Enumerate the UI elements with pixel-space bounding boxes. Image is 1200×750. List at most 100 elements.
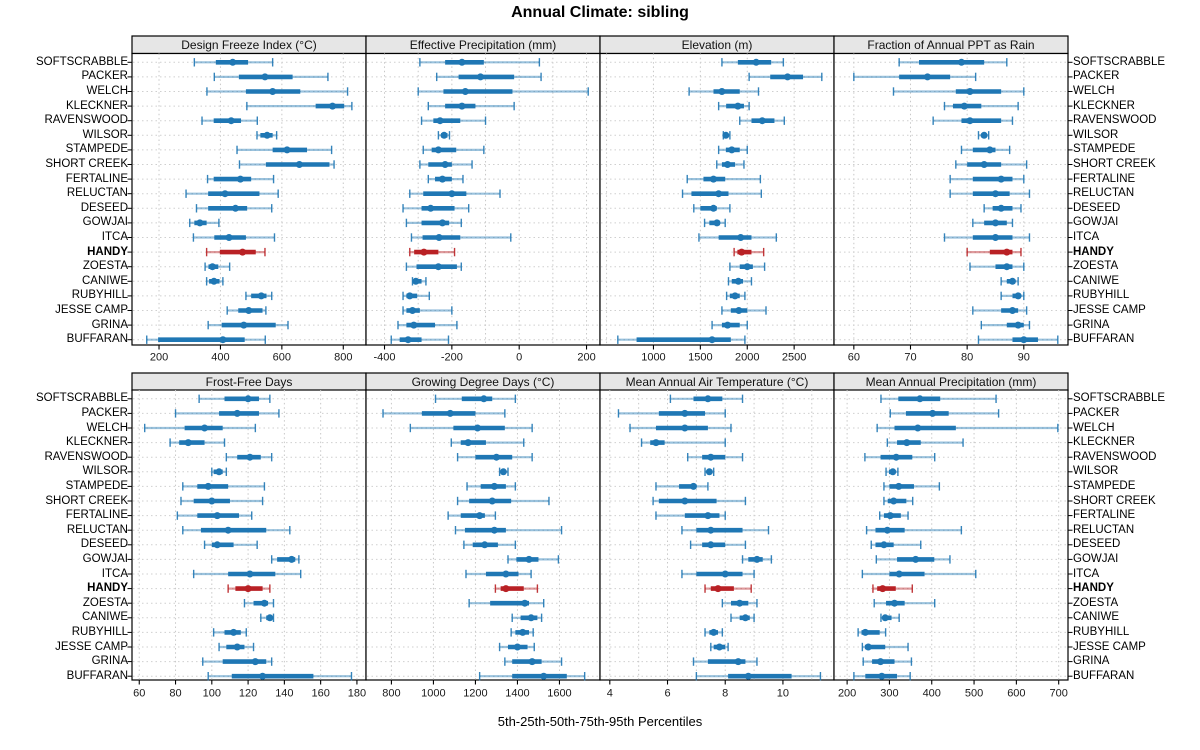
median-dot [404,336,412,344]
median-dot [681,424,689,432]
glyph-reluctan [409,189,501,198]
median-dot [441,161,449,168]
x-tick-label: 90 [1018,352,1030,364]
glyph-softscrabble [193,58,274,67]
glyph-packer [853,72,977,82]
glyph-softscrabble [721,58,785,67]
median-dot [709,204,717,212]
median-dot [461,88,469,95]
median-dot [427,204,435,212]
station-label-right-welch: WELCH [1073,85,1115,97]
glyph-grina [980,320,1031,330]
x-tick-label: 1000 [641,352,665,364]
glyph-reluctan [681,189,763,198]
median-dot [440,131,448,139]
x-tick-label: 60 [848,352,860,364]
glyph-short-creek [419,160,473,169]
glyph-rubyhill [402,291,430,301]
median-dot [233,643,241,651]
panel-design-freeze-index-c: Design Freeze Index (°C) 200 400 600 800 [127,35,367,364]
glyph-packer [382,409,506,418]
median-dot [251,658,259,666]
station-label-left-short-creek: SHORT CREEK [45,158,128,170]
station-label-left-buffaran: BUFFARAN [66,669,128,682]
glyph-deseed [983,204,1022,213]
median-dot [502,585,510,593]
station-label-left-welch: WELCH [86,85,128,97]
station-label-right-caniwe: CANIWE [1073,611,1119,624]
median-dot [260,599,268,607]
median-dot [681,497,689,505]
median-dot [929,409,937,417]
station-label-right-kleckner: KLECKNER [1073,99,1135,112]
glyph-reluctan [182,526,291,535]
panel-mean-annual-precipitation-mm: Mean Annual Precipitation (mm) 200 300 400 5… [833,372,1073,700]
median-dot [488,497,496,505]
glyph-short-creek [238,160,335,169]
glyph-rubyhill [212,628,247,637]
median-dot [735,307,743,314]
glyph-kleckner [427,101,515,111]
glyph-gowjai [189,218,220,228]
median-dot [225,234,233,241]
station-label-left-caniwe: CANIWE [82,611,128,624]
glyph-softscrabble [880,394,997,403]
x-tick-label: 1400 [505,688,529,700]
median-dot [1020,336,1028,344]
median-dot [227,117,235,125]
median-dot [208,497,216,505]
glyph-grina [397,320,458,330]
glyph-welch [206,87,349,96]
median-dot [681,409,689,417]
glyph-grina [202,657,273,666]
glyph-gowjai [875,555,951,564]
median-dot [519,628,527,636]
station-label-right-reluctan: RELUCTAN [1073,523,1135,536]
median-dot [229,58,237,66]
station-label-left-welch: WELCH [86,421,128,434]
glyph-kleckner [640,438,726,447]
x-tick-label: 600 [1007,688,1025,700]
glyph-gowjai [507,555,560,564]
station-label-right-short-creek: SHORT CREEK [1073,158,1156,170]
glyph-caniwe [411,277,427,286]
panel-strip-title: Growing Degree Days (°C) [412,375,555,389]
glyph-kleckner [169,438,226,447]
glyph-buffaran [390,335,450,344]
glyph-zoesta [243,599,275,608]
glyph-jesse-camp [861,642,909,652]
glyph-reluctan [454,526,563,535]
glyph-stampede [883,482,941,491]
median-dot [738,248,746,256]
median-dot [435,234,443,241]
x-tick-label: 80 [169,688,181,700]
panel-plot-area [131,52,367,346]
x-tick-label: 700 [1050,688,1068,700]
median-dot [892,453,900,461]
station-label-right-caniwe: CANIWE [1073,274,1119,287]
station-label-left-softscrabble: SOFTSCRABBLE [35,55,128,68]
median-dot [966,88,974,95]
median-dot [758,117,766,125]
median-dot [722,131,730,139]
station-label-right-grina: GRINA [1073,655,1110,668]
glyph-itca [465,569,532,579]
glyph-welch [876,423,1059,433]
x-tick-label: 70 [904,352,916,364]
median-dot [715,643,723,651]
median-dot [861,628,869,636]
panel-growing-degree-days-c: Growing Degree Days (°C) 800 1000 1200 1400 1… [365,372,601,700]
median-dot [210,277,218,285]
station-label-left-buffaran: BUFFARAN [66,333,128,346]
x-tick-label: 500 [965,688,983,700]
glyph-welch [417,87,589,96]
station-label-right-jesse-camp: JESSE CAMP [1073,640,1146,653]
glyph-jesse-camp [402,306,453,315]
median-dot [1008,307,1016,314]
panel-frost-free-days: Frost-Free Days 60 80 100 120 140 160 180 [127,372,367,700]
median-dot [879,585,887,593]
x-tick-label: 1200 [463,688,487,700]
median-dot [412,277,420,285]
station-label-left-gowjai: GOWJAI [82,216,128,229]
